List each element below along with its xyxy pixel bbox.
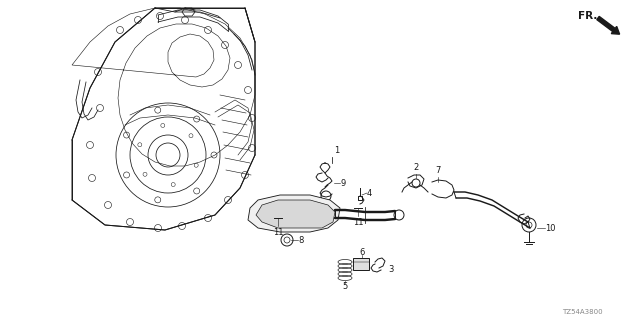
Polygon shape — [256, 200, 335, 228]
Text: FR.: FR. — [579, 11, 598, 21]
Text: 9: 9 — [340, 179, 345, 188]
Text: 3: 3 — [388, 266, 394, 275]
Polygon shape — [248, 195, 340, 232]
Text: 1: 1 — [334, 146, 339, 155]
Text: 4: 4 — [367, 188, 372, 197]
Text: 7: 7 — [435, 166, 441, 175]
Bar — [353, 258, 369, 270]
FancyArrow shape — [596, 16, 620, 34]
Text: TZ54A3800: TZ54A3800 — [562, 309, 602, 315]
Text: 10: 10 — [545, 223, 556, 233]
Text: 2: 2 — [413, 163, 419, 172]
Text: 5: 5 — [342, 282, 348, 291]
Text: 8: 8 — [298, 236, 303, 244]
Text: 11: 11 — [273, 228, 284, 237]
Text: 11: 11 — [353, 218, 364, 227]
Text: 6: 6 — [359, 248, 365, 257]
